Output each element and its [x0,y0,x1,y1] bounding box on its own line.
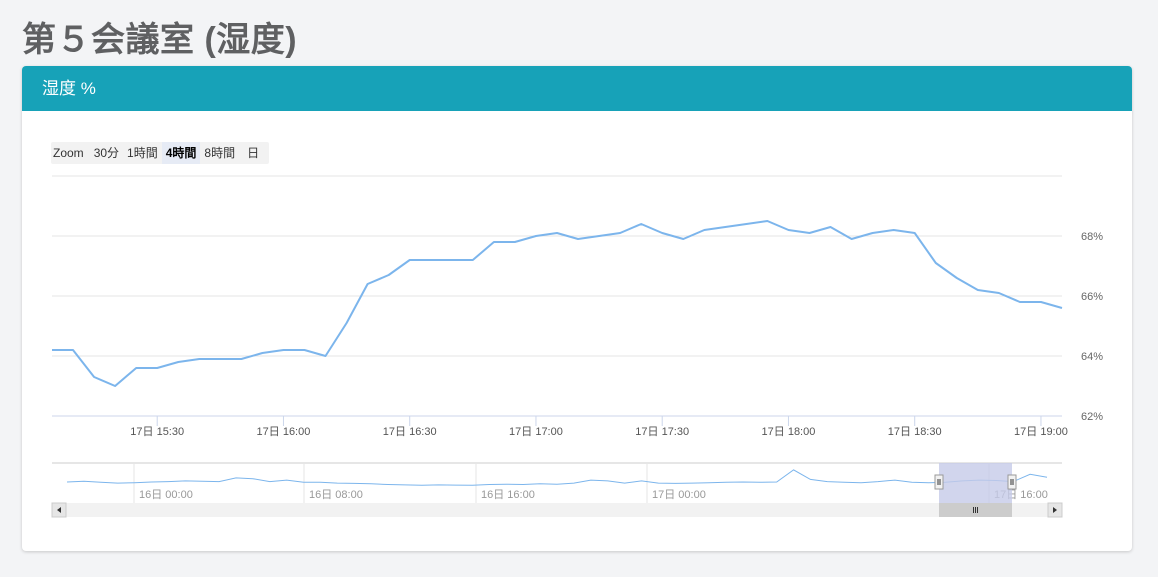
x-tick-label: 17日 16:30 [383,426,437,438]
x-tick-label: 17日 18:30 [888,426,942,438]
page-title: 第５会議室 (湿度) [22,21,298,59]
x-tick-label: 17日 16:00 [257,426,311,438]
y-tick-label: 68% [1081,231,1103,243]
humidity-line-chart: 62% 64% 66% 68% 17日 15:30 17日 16:00 17日 16:30 1… [51,175,1103,518]
x-tick-label: 17日 17:00 [509,426,563,438]
handle-body [934,474,944,490]
y-tick-label: 62% [1081,411,1103,423]
zoom-8hour-button[interactable]: 8時間 [204,146,236,160]
x-tick-label: 17日 18:00 [762,426,816,438]
card-header: 湿度 % [22,66,1132,111]
y-tick-label: 64% [1081,351,1103,363]
navigator-left-handle[interactable] [934,474,944,490]
navigator-series-line [66,469,1048,486]
x-tick-label: 17日 15:30 [130,426,184,438]
x-tick-label: 17日 19:00 [1014,426,1068,438]
scrollbar-track [52,503,1062,517]
navigator-tick-label: 17日 00:00 [652,489,706,501]
chevron-right-icon [1053,507,1057,513]
navigator-tick-label: 16日 00:00 [139,489,193,501]
x-tick-label: 17日 17:30 [635,426,689,438]
zoom-30min-button[interactable]: 30分 [93,146,120,160]
chevron-left-icon [57,507,61,513]
y-tick-label: 66% [1081,291,1103,303]
zoom-4hour-button[interactable]: 4時間 [161,142,201,164]
zoom-label: Zoom [53,146,84,160]
navigator-right-handle[interactable] [1007,474,1017,490]
navigator-tick-label: 16日 16:00 [481,489,535,501]
humidity-chart-card: 湿度 % Zoom 30分 1時間 4時間 8時間 日 62% 64% 66% 68%… [22,66,1132,551]
humidity-series-line [52,220,1063,387]
handle-body [1007,474,1017,490]
zoom-1hour-button[interactable]: 1時間 [127,146,158,160]
navigator-tick-label: 16日 08:00 [309,489,363,501]
zoom-selector: Zoom 30分 1時間 4時間 8時間 日 [51,142,270,164]
zoom-day-button[interactable]: 日 [247,146,260,160]
